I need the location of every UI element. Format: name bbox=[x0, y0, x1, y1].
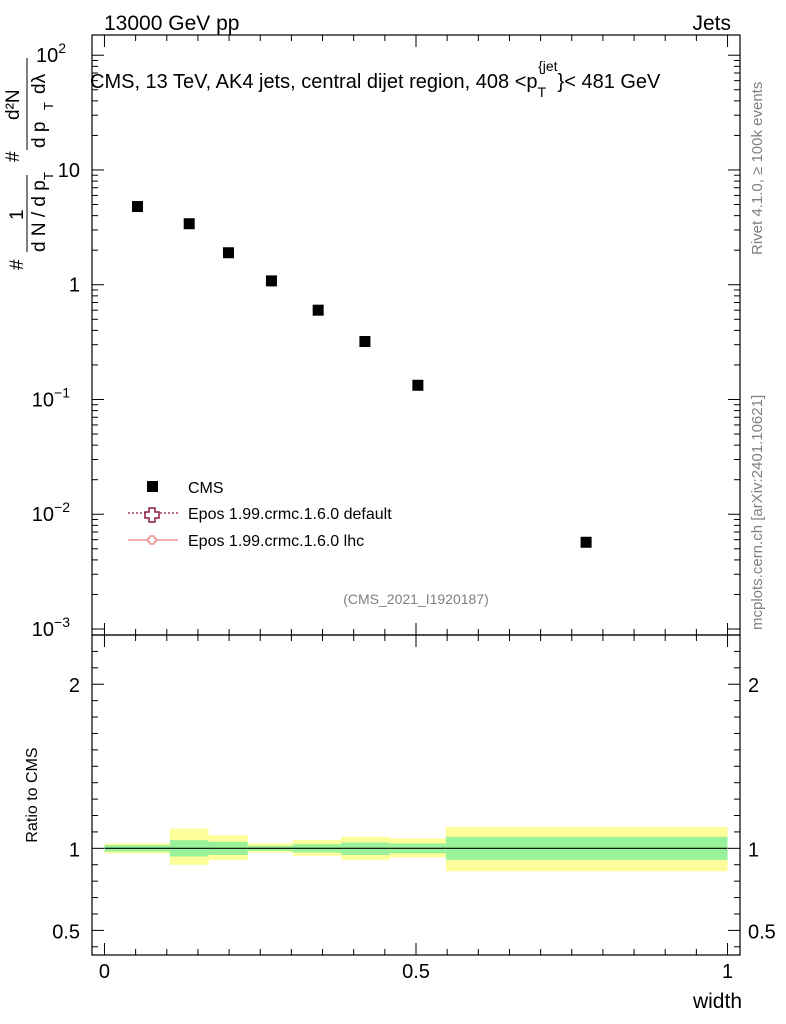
title-sub: T bbox=[538, 84, 547, 100]
main-y-tick-label: 102 bbox=[36, 40, 66, 67]
ylabel-dp: d p bbox=[29, 122, 50, 148]
legend: CMS Epos 1.99.crmc.1.6.0 default Epos 1.… bbox=[128, 480, 392, 550]
ylabel-numerator: d²N bbox=[3, 89, 24, 120]
ratio-y-tick-label-left: 1 bbox=[69, 839, 80, 861]
ylabel-denominator-sub: T bbox=[41, 172, 56, 180]
chart-title: CMS, 13 TeV, AK4 jets, central dijet reg… bbox=[90, 58, 661, 100]
legend-label-cms: CMS bbox=[188, 480, 224, 497]
cms-data-point bbox=[183, 218, 195, 230]
cms-data-point bbox=[580, 536, 592, 548]
title-tail: }< 481 GeV bbox=[558, 71, 662, 93]
legend-marker-cms bbox=[147, 481, 158, 492]
ratio-y-axis-label: Ratio to CMS bbox=[24, 747, 41, 842]
ratio-y-tick-label-left: 2 bbox=[69, 675, 80, 697]
main-y-tick-label: 1 bbox=[69, 275, 80, 297]
tick-base: 10 bbox=[32, 619, 54, 641]
ratio-y-tick-label-right: 1 bbox=[748, 839, 759, 861]
ratio-x-tick-label: 0.5 bbox=[402, 961, 430, 983]
ratio-x-tick-label: 0 bbox=[99, 961, 110, 983]
tick-exponent: −1 bbox=[54, 384, 70, 400]
ratio-y-axis: 2 2 1 1 0.5 0.5 bbox=[52, 650, 776, 948]
cms-data-point bbox=[359, 336, 371, 348]
cms-data-point bbox=[312, 304, 324, 316]
ylabel-denominator: d N / d p bbox=[29, 180, 50, 252]
tick-base: 10 bbox=[32, 504, 54, 526]
legend-marker-epos-default bbox=[128, 507, 178, 523]
cms-data-point bbox=[412, 379, 424, 391]
ylabel-hash: # bbox=[7, 259, 28, 270]
main-y-tick-label: 10−1 bbox=[32, 384, 70, 411]
tick-base: 10 bbox=[32, 389, 54, 411]
ratio-x-axis: 0 0.5 1 bbox=[99, 635, 733, 983]
ratio-panel-frame bbox=[91, 634, 741, 956]
analysis-watermark: (CMS_2021_I1920187) bbox=[343, 591, 489, 607]
tick-exponent: −3 bbox=[54, 614, 70, 630]
ratio-panel: 2 21 10.5 0.5 0 0.5 1 bbox=[52, 634, 776, 983]
ylabel-dp-sub: T bbox=[41, 102, 56, 110]
ratio-y-tick-label-right: 0.5 bbox=[748, 921, 776, 943]
main-y-tick-label: 10−3 bbox=[32, 614, 70, 641]
legend-label-epos-lhc: Epos 1.99.crmc.1.6.0 lhc bbox=[188, 533, 364, 550]
tick-base: 10 bbox=[36, 45, 58, 67]
cms-data-point bbox=[222, 247, 234, 259]
side-label-mcplots: mcplots.cern.ch [arXiv:2401.10621] bbox=[749, 395, 766, 630]
cms-data-point bbox=[265, 275, 277, 287]
ylabel-dlambda: dλ bbox=[29, 73, 50, 94]
ratio-y-tick-label-left: 0.5 bbox=[52, 921, 80, 943]
data-points bbox=[131, 201, 592, 548]
header-left: 13000 GeV pp bbox=[104, 12, 239, 35]
ratio-bands bbox=[104, 827, 728, 872]
ylabel-hash-2: # bbox=[3, 151, 24, 162]
tick-base: 1 bbox=[69, 275, 80, 297]
legend-marker-epos-lhc bbox=[128, 535, 178, 545]
main-y-axis-label: # 1 d N / d p T # d²N d p T dλ bbox=[3, 58, 56, 270]
tick-base: 10 bbox=[58, 160, 80, 182]
tick-exponent: −2 bbox=[54, 499, 70, 515]
x-axis-label: width bbox=[692, 990, 742, 1013]
title-main: CMS, 13 TeV, AK4 jets, central dijet reg… bbox=[90, 71, 538, 93]
header-right: Jets bbox=[692, 12, 731, 35]
tick-exponent: 2 bbox=[58, 40, 66, 56]
side-label-rivet: Rivet 4.1.0, ≥ 100k events bbox=[749, 82, 766, 255]
cms-data-point bbox=[131, 201, 143, 213]
main-y-tick-label: 10 bbox=[58, 160, 80, 182]
main-x-axis-ticks bbox=[103, 35, 729, 635]
title-sup: {jet bbox=[538, 58, 558, 74]
ratio-x-tick-label: 1 bbox=[722, 961, 733, 983]
ylabel-one: 1 bbox=[7, 209, 28, 220]
ratio-y-tick-label-right: 2 bbox=[748, 675, 759, 697]
main-y-tick-label: 10−2 bbox=[32, 499, 70, 526]
legend-label-epos-default: Epos 1.99.crmc.1.6.0 default bbox=[188, 506, 392, 523]
